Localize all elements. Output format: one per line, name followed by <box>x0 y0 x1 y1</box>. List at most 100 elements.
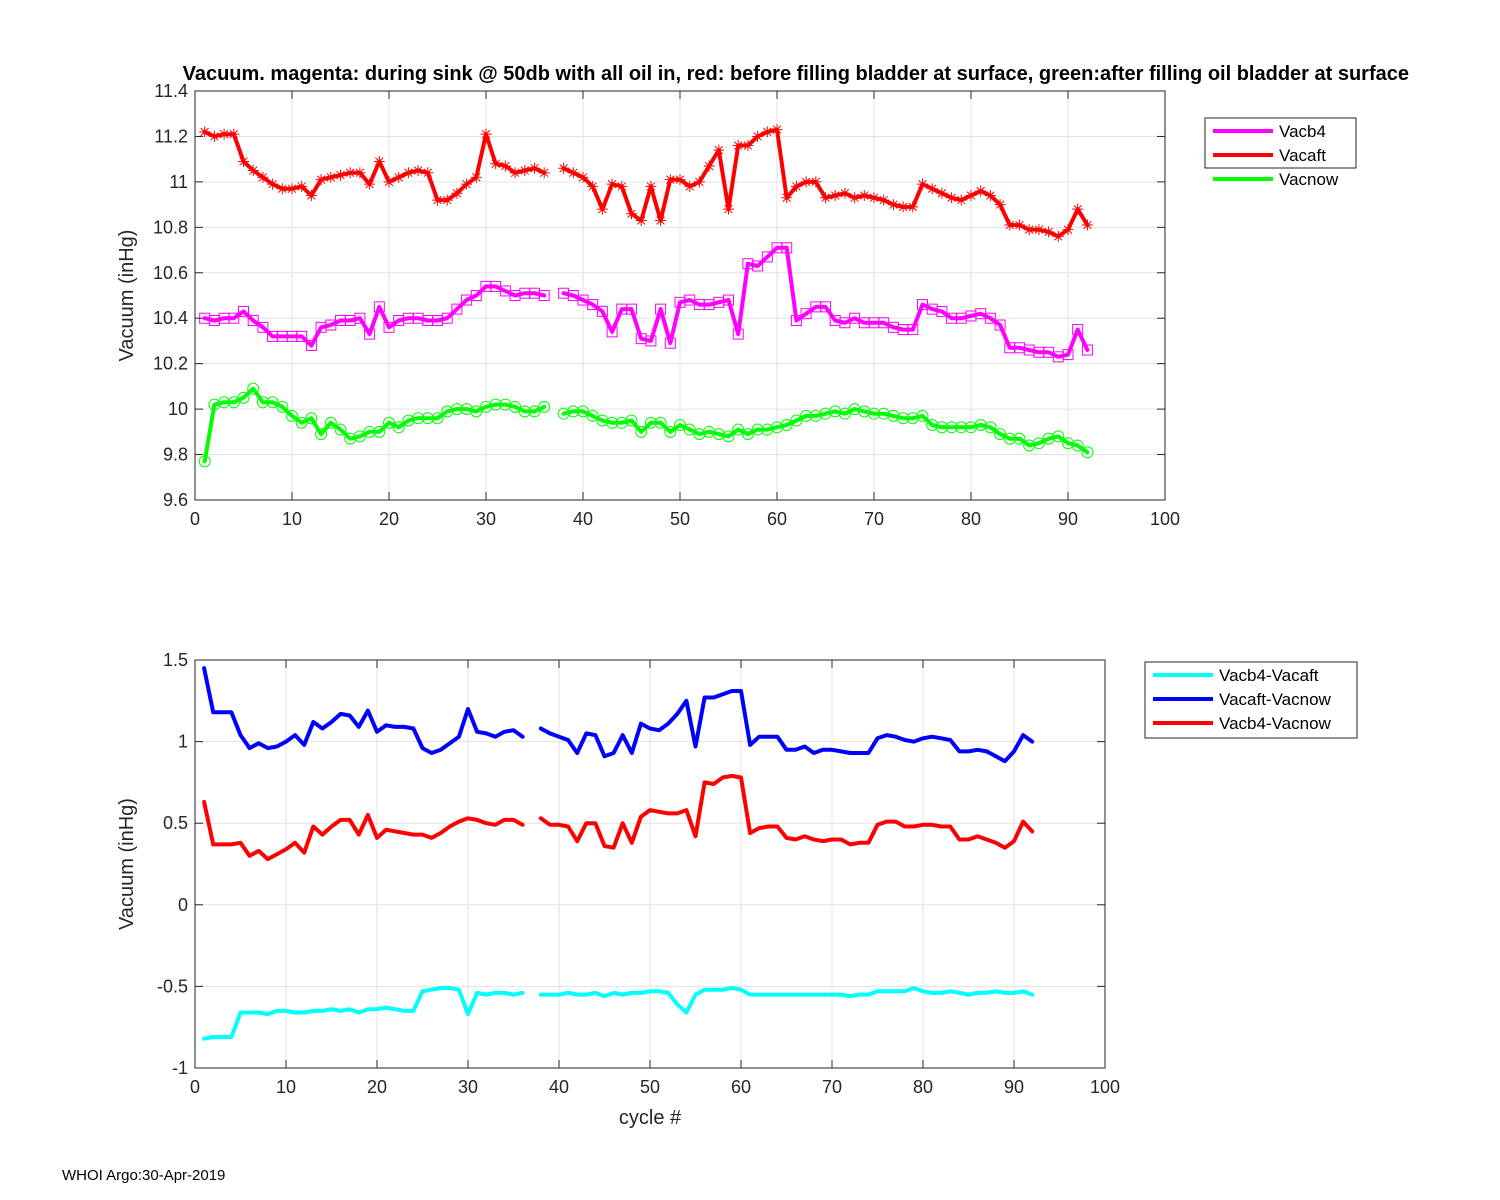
data-point <box>432 194 443 206</box>
data-point <box>683 423 696 436</box>
data-point <box>315 174 327 186</box>
data-point <box>334 423 347 436</box>
data-point <box>257 171 269 183</box>
data-point <box>218 128 230 140</box>
y-tick-label: 0 <box>178 895 188 915</box>
x-tick-label: 10 <box>282 509 302 529</box>
data-point <box>558 162 570 174</box>
y-tick-label: 10.8 <box>153 217 188 237</box>
data-point <box>305 412 318 425</box>
data-point <box>790 180 802 192</box>
data-point <box>809 409 822 422</box>
data-point <box>897 412 910 425</box>
data-point <box>664 174 676 186</box>
x-tick-label: 90 <box>1004 1077 1024 1097</box>
data-point <box>771 421 783 434</box>
x-tick-label: 40 <box>549 1077 569 1097</box>
data-point <box>994 319 1006 331</box>
y-axis-label: Vacuum (inHg) <box>116 230 138 362</box>
data-point <box>402 167 414 179</box>
series-line-Vacb4 <box>561 245 1090 359</box>
legend-label-Vacaft: Vacaft <box>1279 146 1326 165</box>
data-point <box>412 412 425 425</box>
series-Vacaft-Vacnow <box>202 666 1035 764</box>
data-point <box>917 178 928 190</box>
data-point <box>577 405 589 418</box>
data-point <box>247 314 259 326</box>
bottom-difference-chart: 0 10 20 30 40 50 60 70 80 90 100 -1 -0.5 0 0.5 1 1.5 Vacu… <box>116 650 1358 1129</box>
data-point <box>684 180 696 192</box>
data-point <box>1023 224 1035 236</box>
data-point <box>518 405 531 418</box>
y-tick-label: 9.8 <box>163 445 188 465</box>
data-point <box>305 190 317 202</box>
data-point <box>519 165 531 177</box>
data-point <box>450 403 463 416</box>
data-point <box>616 180 628 192</box>
data-point <box>761 126 773 138</box>
x-tick-label: 80 <box>961 509 981 529</box>
x-tick-label: 0 <box>190 509 200 529</box>
data-point <box>266 396 279 409</box>
data-point <box>354 312 366 324</box>
data-point <box>645 335 657 347</box>
data-point <box>412 165 424 177</box>
data-point <box>887 409 900 422</box>
data-point <box>1062 437 1074 450</box>
data-point <box>829 405 842 418</box>
data-point <box>208 398 221 411</box>
data-point <box>839 187 851 199</box>
data-point <box>383 416 395 429</box>
data-point <box>267 178 279 190</box>
data-point <box>975 185 987 197</box>
data-point <box>907 324 919 336</box>
data-point <box>1081 219 1093 231</box>
series-Vacb4-Vacaft <box>202 986 1035 1041</box>
y-tick-label: 1.5 <box>163 650 188 670</box>
data-point <box>238 155 249 167</box>
data-point <box>470 171 482 183</box>
data-point <box>295 416 308 429</box>
data-point <box>238 305 249 317</box>
series-Vacnow <box>198 382 1094 468</box>
x-tick-label: 80 <box>913 1077 933 1097</box>
x-tick-label: 60 <box>731 1077 751 1097</box>
data-point <box>363 425 376 438</box>
data-point <box>587 180 599 192</box>
data-point <box>276 183 288 195</box>
data-point <box>422 167 434 179</box>
top-vacuum-chart: 0 10 20 30 40 50 60 70 80 90 100 9.6 9.8 10 10.2 10.4 10… <box>116 63 1409 529</box>
data-point <box>480 400 492 413</box>
data-point <box>664 425 677 438</box>
data-point <box>741 428 754 441</box>
x-tick-label: 30 <box>458 1077 478 1097</box>
data-point <box>907 201 919 213</box>
data-point <box>858 190 870 202</box>
data-point <box>538 290 550 301</box>
x-tick-label: 50 <box>670 509 690 529</box>
data-point <box>383 176 395 188</box>
series-line-Vacb4-Vacnow <box>538 773 1035 850</box>
y-tick-label: 0.5 <box>163 813 188 833</box>
data-point <box>897 201 909 213</box>
data-point <box>868 192 880 204</box>
series-line-Vacnow <box>202 386 547 464</box>
data-point <box>626 208 637 220</box>
data-point <box>606 326 618 338</box>
data-point <box>218 396 231 409</box>
y-tick-label: 9.6 <box>163 490 188 510</box>
data-point <box>383 321 395 333</box>
legend-label-Vacb4: Vacb4 <box>1279 122 1326 141</box>
data-point <box>819 407 832 420</box>
series-line-Vacb4-Vacaft <box>202 986 525 1041</box>
series-line-Vacb4 <box>202 284 547 348</box>
x-tick-label: 60 <box>767 509 787 529</box>
x-tick-label: 0 <box>190 1077 200 1097</box>
data-point <box>703 160 715 172</box>
data-point <box>480 128 492 140</box>
series-line-Vacnow <box>561 407 1090 455</box>
data-point <box>1003 432 1016 445</box>
x-axis-label: cycle # <box>619 1107 682 1129</box>
data-point <box>1033 224 1045 236</box>
x-tick-label: 40 <box>573 509 593 529</box>
